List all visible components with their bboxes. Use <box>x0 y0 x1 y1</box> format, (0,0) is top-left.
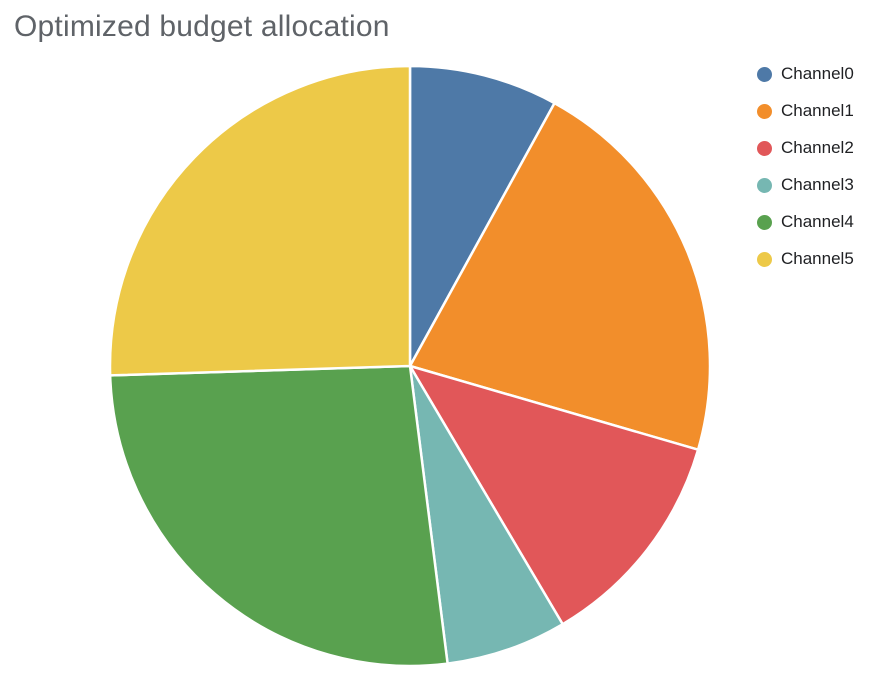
legend-swatch-icon <box>757 177 772 193</box>
legend-swatch-icon <box>757 103 772 119</box>
legend-label: Channel1 <box>781 101 854 120</box>
legend-item-Channel5: Channel5 <box>757 248 854 270</box>
legend-label: Channel0 <box>781 64 854 83</box>
pie-slice-Channel5 <box>108 64 412 377</box>
legend-swatch-icon <box>757 251 772 267</box>
legend-label: Channel4 <box>781 212 854 231</box>
pie-slice-Channel1 <box>408 101 712 451</box>
legend-label: Channel5 <box>781 249 854 268</box>
pie-slice-Channel4 <box>108 364 449 668</box>
legend: Channel0 Channel1 Channel2 Channel3 Channel4… <box>757 63 854 270</box>
legend-swatch-icon <box>757 214 772 230</box>
legend-item-Channel2: Channel2 <box>757 137 854 159</box>
pie-slice-Channel3 <box>408 364 564 665</box>
legend-item-Channel3: Channel3 <box>757 174 854 196</box>
legend-item-Channel0: Channel0 <box>757 63 854 85</box>
chart-title: Optimized budget allocation <box>14 10 390 43</box>
legend-swatch-icon <box>757 66 772 82</box>
pie-slice-Channel0 <box>408 64 556 368</box>
legend-label: Channel2 <box>781 138 854 157</box>
legend-swatch-icon <box>757 140 772 156</box>
legend-label: Channel3 <box>781 175 854 194</box>
legend-item-Channel4: Channel4 <box>757 211 854 233</box>
pie-slice-Channel2 <box>408 364 700 626</box>
legend-item-Channel1: Channel1 <box>757 100 854 122</box>
